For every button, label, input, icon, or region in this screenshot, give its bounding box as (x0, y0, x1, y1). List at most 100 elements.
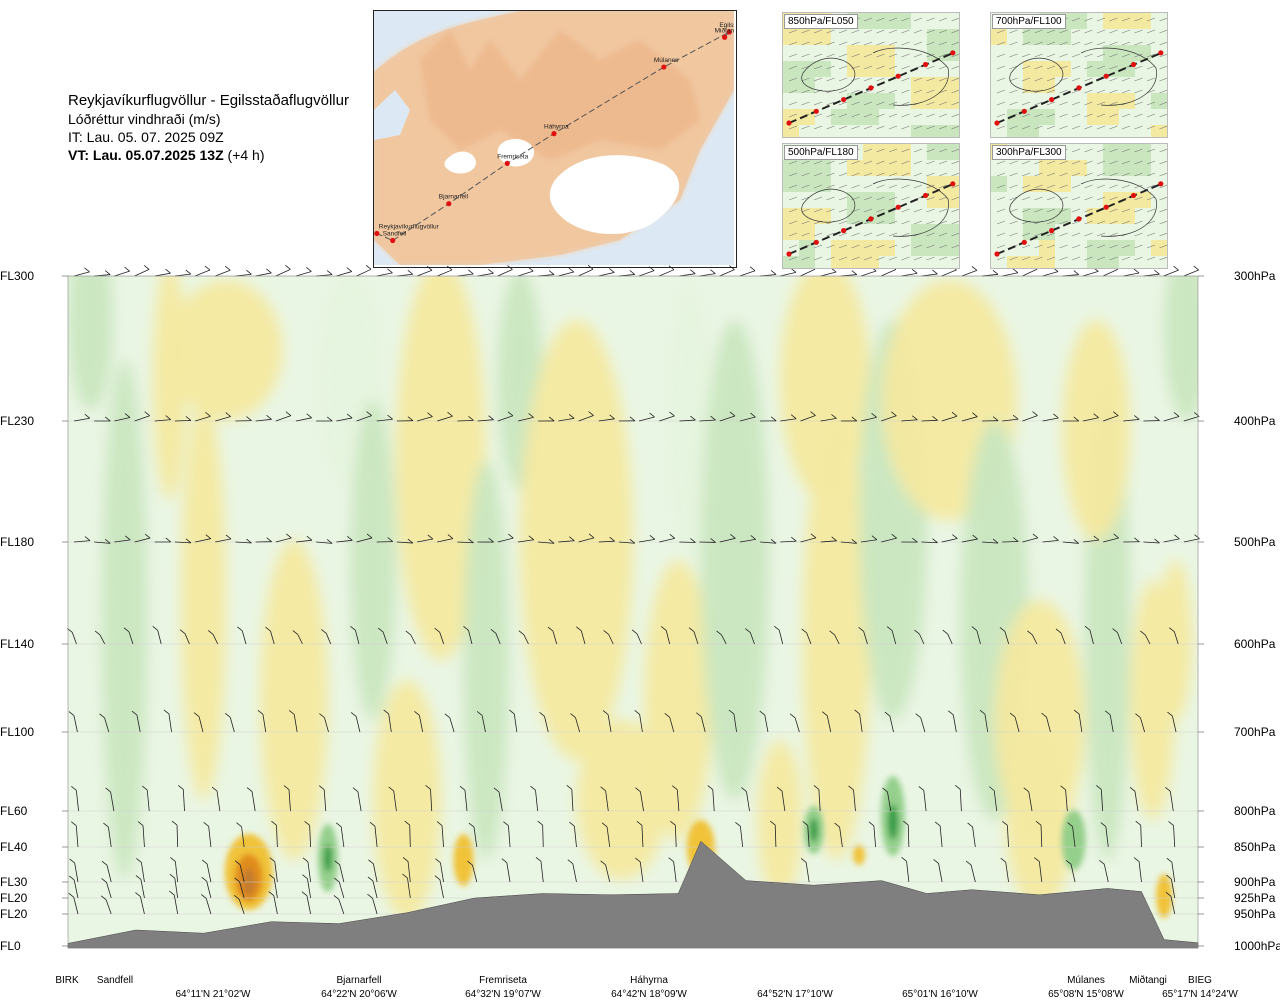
wind-barb (234, 877, 245, 899)
wind-barb (1183, 534, 1200, 543)
mini-map-500[interactable]: 500hPa/FL180 (782, 143, 960, 269)
wind-barb (982, 269, 999, 277)
wind-barb (840, 539, 858, 544)
wind-barb (688, 627, 699, 645)
wind-barb (336, 535, 353, 543)
wind-barb (316, 270, 333, 277)
wind-barb (1123, 415, 1140, 422)
wind-barb (437, 411, 453, 422)
flight-level-label: FL30 (0, 875, 28, 889)
wind-barb (636, 820, 644, 848)
wind-barb (538, 270, 555, 277)
wind-barb (982, 538, 999, 544)
wind-barb (1002, 537, 1019, 543)
mini-map-500-plot (783, 144, 959, 268)
wind-barb (318, 785, 327, 812)
mini-map-label: 300hPa/FL300 (992, 145, 1066, 160)
wind-barb (570, 713, 581, 733)
wind-barb (388, 786, 397, 812)
wind-barb (901, 269, 918, 277)
wind-barb (416, 265, 433, 277)
wind-barb (457, 269, 474, 277)
wind-barb (618, 270, 636, 277)
wind-barb (114, 535, 131, 543)
wind-barb (457, 538, 474, 544)
wind-barb (537, 820, 544, 848)
wind-barb (780, 536, 797, 543)
mini-map-850-plot (783, 13, 959, 137)
wind-barb (631, 629, 642, 645)
mini-map-700[interactable]: 700hPa/FL100 (990, 12, 1168, 138)
mini-map-300-plot (991, 144, 1167, 268)
wind-barb (105, 787, 115, 812)
route-point-marker (504, 160, 510, 166)
wind-barb (1002, 414, 1019, 422)
wind-barb (367, 893, 378, 915)
route-point-name: Sandfell (96, 975, 134, 986)
wind-barb (501, 858, 511, 883)
plot-frame (67, 275, 1199, 949)
wind-barb (302, 857, 312, 883)
wind-barb (435, 858, 444, 883)
wind-barb (171, 820, 179, 848)
wind-barb (352, 787, 362, 812)
wind-barb (269, 874, 278, 899)
wind-barb (999, 627, 1010, 645)
wind-barb (739, 266, 756, 277)
wind-barb (215, 534, 232, 543)
route-point-coord: 65°01'N 16°10'W (902, 989, 978, 1000)
wind-barb (774, 625, 784, 645)
wind-barb (99, 713, 110, 733)
route-map-frame[interactable] (373, 10, 737, 268)
wind-barb (152, 626, 162, 645)
wind-barb (598, 268, 615, 277)
wind-barb (211, 786, 221, 812)
wind-barb (530, 785, 539, 812)
route-point-map-label: Háhyrna (544, 124, 569, 131)
wind-barb (234, 860, 245, 883)
route-point-coord: 65°08'N 15°08'W (1048, 989, 1124, 1000)
wind-barb (336, 267, 352, 277)
wind-barb (566, 785, 574, 812)
wind-barb (201, 876, 212, 899)
wind-barb (1183, 412, 1200, 422)
wind-barb (760, 270, 777, 277)
wind-barb (73, 267, 90, 277)
wind-barb (934, 821, 943, 848)
wind-barb (269, 857, 278, 883)
route-point-map-label: Reykjavíkurflugvöllur (379, 223, 440, 230)
wind-barb (137, 821, 145, 848)
route-point-map-label: Sandfell (383, 230, 407, 237)
wind-barb (600, 786, 609, 812)
wind-barb (1055, 628, 1066, 645)
flight-level-label: FL20 (0, 907, 28, 921)
wind-barb (193, 712, 204, 733)
wind-barb (739, 412, 756, 422)
wind-barb (941, 411, 958, 422)
wind-barb (368, 859, 378, 883)
wind-barb (659, 534, 676, 543)
wind-barb (638, 412, 655, 422)
wind-barb (434, 875, 444, 899)
wind-barb (135, 892, 145, 915)
wind-barb (476, 711, 486, 733)
wind-barb (333, 895, 345, 915)
wind-barb (123, 627, 134, 645)
wind-barb (94, 630, 106, 645)
mini-map-850[interactable]: 850hPa/FL050 (782, 12, 960, 138)
wind-barb (404, 820, 411, 848)
route-point-marker (722, 34, 728, 40)
wind-barb (739, 535, 756, 543)
wind-barb (174, 416, 192, 422)
flight-level-label: FL0 (0, 939, 21, 953)
route-point-marker (726, 29, 732, 35)
route-point-coord: 64°42'N 18°09'W (611, 989, 687, 1000)
pressure-level-label: 300hPa (1234, 269, 1276, 283)
wind-barb (886, 626, 897, 645)
mini-map-300[interactable]: 300hPa/FL300 (990, 143, 1168, 269)
wind-barb (1103, 411, 1119, 422)
wind-barb (634, 709, 643, 733)
wind-barb (820, 267, 837, 277)
wind-barb (295, 413, 312, 422)
